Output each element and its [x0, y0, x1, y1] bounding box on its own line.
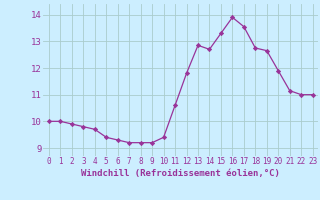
- X-axis label: Windchill (Refroidissement éolien,°C): Windchill (Refroidissement éolien,°C): [81, 169, 280, 178]
